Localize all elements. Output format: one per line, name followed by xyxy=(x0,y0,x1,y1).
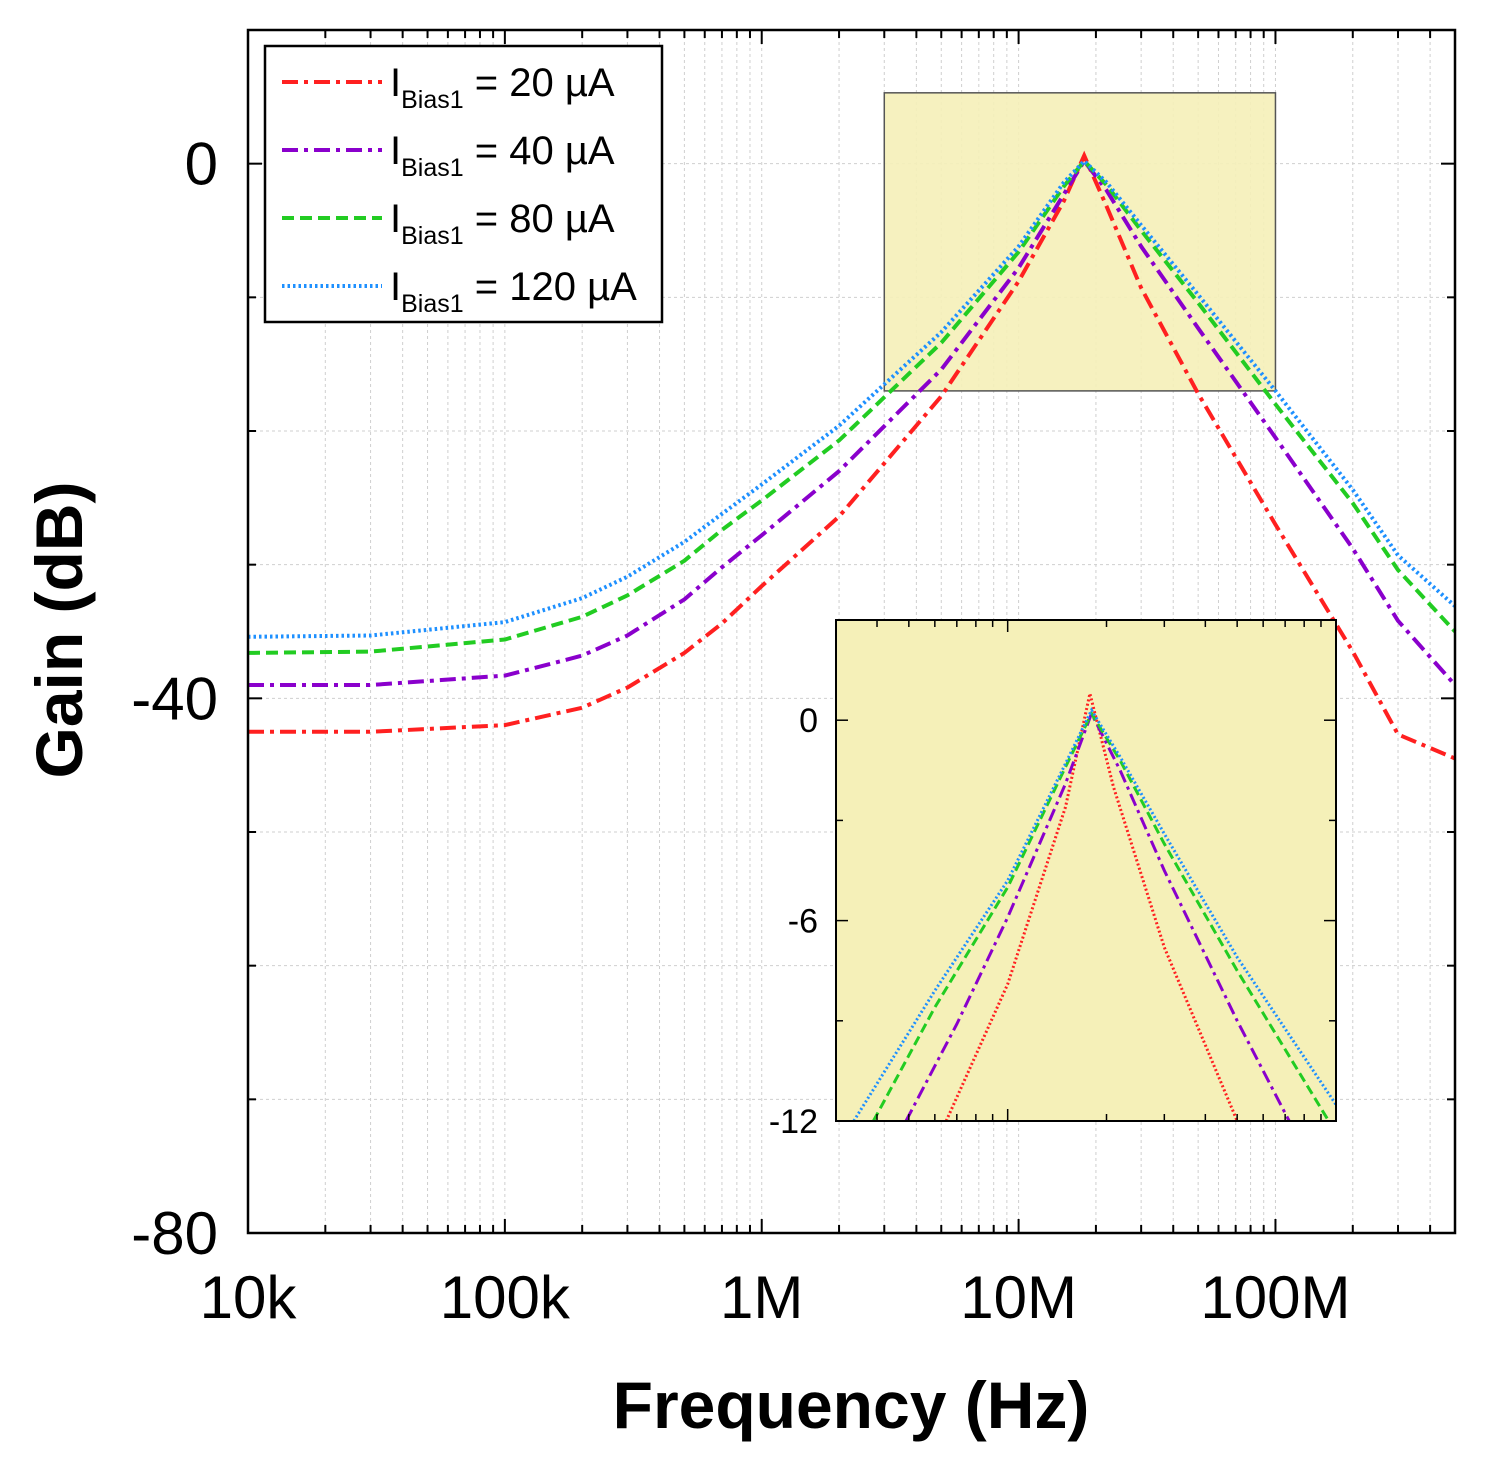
inset-y-tick-label: -12 xyxy=(769,1103,818,1141)
x-tick-label: 10M xyxy=(960,1264,1077,1331)
legend-value: = 40 µA xyxy=(464,129,615,173)
x-tick-label: 100M xyxy=(1200,1264,1350,1331)
legend-label: IBias1 = 120 µA xyxy=(390,265,637,318)
legend-value: = 20 µA xyxy=(464,61,615,105)
legend-label: IBias1 = 20 µA xyxy=(390,61,615,114)
series-line-2 xyxy=(248,157,1457,687)
legend-symbol: I xyxy=(390,129,401,173)
legend-symbol: I xyxy=(390,61,401,105)
series-line-3 xyxy=(247,157,1457,655)
legend-subscript: Bias1 xyxy=(401,154,464,182)
inset-series-line-4 xyxy=(852,707,1336,1121)
x-tick-label: 10k xyxy=(200,1264,298,1331)
x-tick-label: 100k xyxy=(440,1264,571,1331)
y-tick-label: -40 xyxy=(131,665,218,732)
legend-box xyxy=(263,44,664,324)
plot-frame xyxy=(246,28,1457,1235)
legend-subscript: Bias1 xyxy=(401,86,464,114)
legend-label: IBias1 = 40 µA xyxy=(390,129,615,182)
x-tick-label: 1M xyxy=(720,1264,803,1331)
legend-label: IBias1 = 80 µA xyxy=(390,197,615,250)
y-tick-label: -80 xyxy=(131,1200,218,1267)
series-line-4 xyxy=(247,158,1457,639)
inset-chart: 0 -6 -12 xyxy=(769,619,1337,1141)
inset-y-tick-label: -6 xyxy=(788,903,818,941)
inset-series-group xyxy=(852,693,1336,1121)
inset-plot-area xyxy=(836,620,1336,1121)
inset-series-line-1 xyxy=(944,693,1239,1121)
inset-y-tick-label: 0 xyxy=(799,702,818,740)
legend-subscript: Bias1 xyxy=(401,290,464,318)
y-tick-label: 0 xyxy=(185,131,218,198)
legend-value: = 80 µA xyxy=(464,197,615,241)
x-axis-title: Frequency (Hz) xyxy=(613,1368,1090,1442)
legend-symbol: I xyxy=(390,265,401,309)
legend-symbol: I xyxy=(390,197,401,241)
zoom-region xyxy=(883,92,1277,392)
legend-value: = 120 µA xyxy=(464,265,637,309)
inset-frame xyxy=(835,619,1337,1122)
legend-subscript: Bias1 xyxy=(401,222,464,250)
series-line-1 xyxy=(248,150,1456,761)
y-axis-title: Gain (dB) xyxy=(22,482,96,779)
